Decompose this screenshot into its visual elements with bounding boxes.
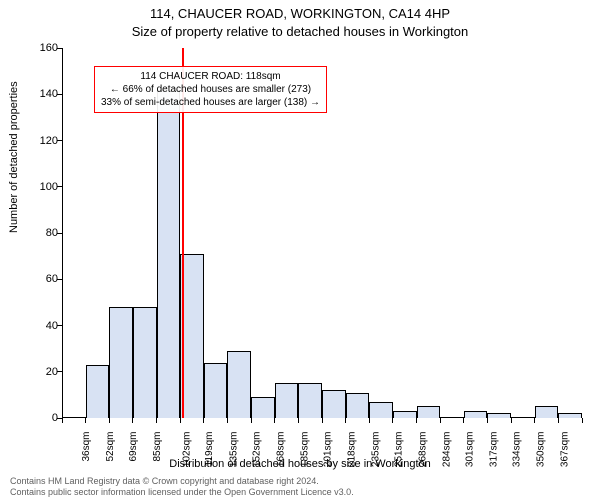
y-tick-label: 40 <box>22 320 58 332</box>
x-tick-mark <box>251 418 252 423</box>
x-tick-label: 168sqm <box>276 432 287 468</box>
x-tick-mark <box>440 418 441 423</box>
histogram-bar <box>393 411 417 418</box>
x-tick-mark <box>180 418 181 423</box>
x-tick-mark <box>132 418 133 423</box>
x-tick-mark <box>62 418 63 423</box>
x-tick-mark <box>85 418 86 423</box>
x-tick-label: 350sqm <box>536 432 547 468</box>
x-tick-mark <box>322 418 323 423</box>
x-tick-mark <box>487 418 488 423</box>
x-tick-mark <box>109 418 110 423</box>
y-tick-label: 60 <box>22 273 58 285</box>
histogram-bar <box>298 383 322 418</box>
x-tick-label: 102sqm <box>181 432 192 468</box>
histogram-bar <box>464 411 488 418</box>
x-tick-mark <box>345 418 346 423</box>
y-tick-label: 160 <box>22 42 58 54</box>
y-tick-label: 80 <box>22 227 58 239</box>
x-tick-mark <box>534 418 535 423</box>
x-tick-label: 251sqm <box>394 432 405 468</box>
histogram-bar <box>227 351 251 418</box>
histogram-plot-area: 114 CHAUCER ROAD: 118sqm← 66% of detache… <box>62 48 582 418</box>
x-tick-mark <box>369 418 370 423</box>
x-tick-label: 69sqm <box>128 432 139 462</box>
histogram-bar <box>133 307 157 418</box>
annotation-line: ← 66% of detached houses are smaller (27… <box>101 83 320 96</box>
x-tick-mark <box>203 418 204 423</box>
x-tick-mark <box>227 418 228 423</box>
page-title-subtitle: Size of property relative to detached ho… <box>0 24 600 39</box>
x-tick-label: 135sqm <box>228 432 239 468</box>
x-tick-mark <box>392 418 393 423</box>
histogram-bar <box>204 363 228 419</box>
x-tick-mark <box>156 418 157 423</box>
x-tick-mark <box>463 418 464 423</box>
x-tick-label: 185sqm <box>299 432 310 468</box>
y-tick-label: 0 <box>22 412 58 424</box>
y-axis-line <box>62 48 63 418</box>
x-tick-label: 235sqm <box>370 432 381 468</box>
histogram-bar <box>369 402 393 418</box>
histogram-bar <box>109 307 133 418</box>
histogram-bar <box>157 90 181 418</box>
annotation-box: 114 CHAUCER ROAD: 118sqm← 66% of detache… <box>94 66 327 113</box>
x-tick-label: 152sqm <box>252 432 263 468</box>
x-tick-label: 52sqm <box>105 432 116 462</box>
histogram-bar <box>251 397 275 418</box>
annotation-line: 114 CHAUCER ROAD: 118sqm <box>101 70 320 83</box>
x-tick-label: 201sqm <box>323 432 334 468</box>
attribution-line2: Contains public sector information licen… <box>10 487 354 498</box>
page-title-address: 114, CHAUCER ROAD, WORKINGTON, CA14 4HP <box>0 6 600 21</box>
histogram-bar <box>275 383 299 418</box>
histogram-bar <box>322 390 346 418</box>
histogram-bar <box>346 393 370 418</box>
histogram-bar <box>487 413 511 418</box>
x-tick-label: 218sqm <box>347 432 358 468</box>
x-tick-mark <box>582 418 583 423</box>
x-tick-mark <box>298 418 299 423</box>
histogram-bar <box>86 365 110 418</box>
x-tick-label: 85sqm <box>152 432 163 462</box>
y-tick-label: 140 <box>22 88 58 100</box>
x-tick-label: 36sqm <box>81 432 92 462</box>
y-tick-label: 120 <box>22 135 58 147</box>
x-tick-label: 367sqm <box>559 432 570 468</box>
y-tick-label: 20 <box>22 366 58 378</box>
histogram-bar <box>417 406 441 418</box>
histogram-bar <box>558 413 582 418</box>
x-tick-mark <box>416 418 417 423</box>
x-tick-mark <box>511 418 512 423</box>
attribution-text: Contains HM Land Registry data © Crown c… <box>10 476 354 498</box>
y-axis-label: Number of detached properties <box>8 81 20 233</box>
x-tick-label: 284sqm <box>441 432 452 468</box>
x-tick-label: 317sqm <box>488 432 499 468</box>
x-tick-label: 301sqm <box>465 432 476 468</box>
histogram-bar <box>535 406 559 418</box>
y-tick-label: 100 <box>22 181 58 193</box>
x-tick-label: 119sqm <box>204 432 215 467</box>
x-tick-mark <box>274 418 275 423</box>
annotation-line: 33% of semi-detached houses are larger (… <box>101 96 320 109</box>
x-tick-label: 268sqm <box>417 432 428 468</box>
x-tick-mark <box>558 418 559 423</box>
attribution-line1: Contains HM Land Registry data © Crown c… <box>10 476 354 487</box>
x-tick-label: 334sqm <box>512 432 523 468</box>
